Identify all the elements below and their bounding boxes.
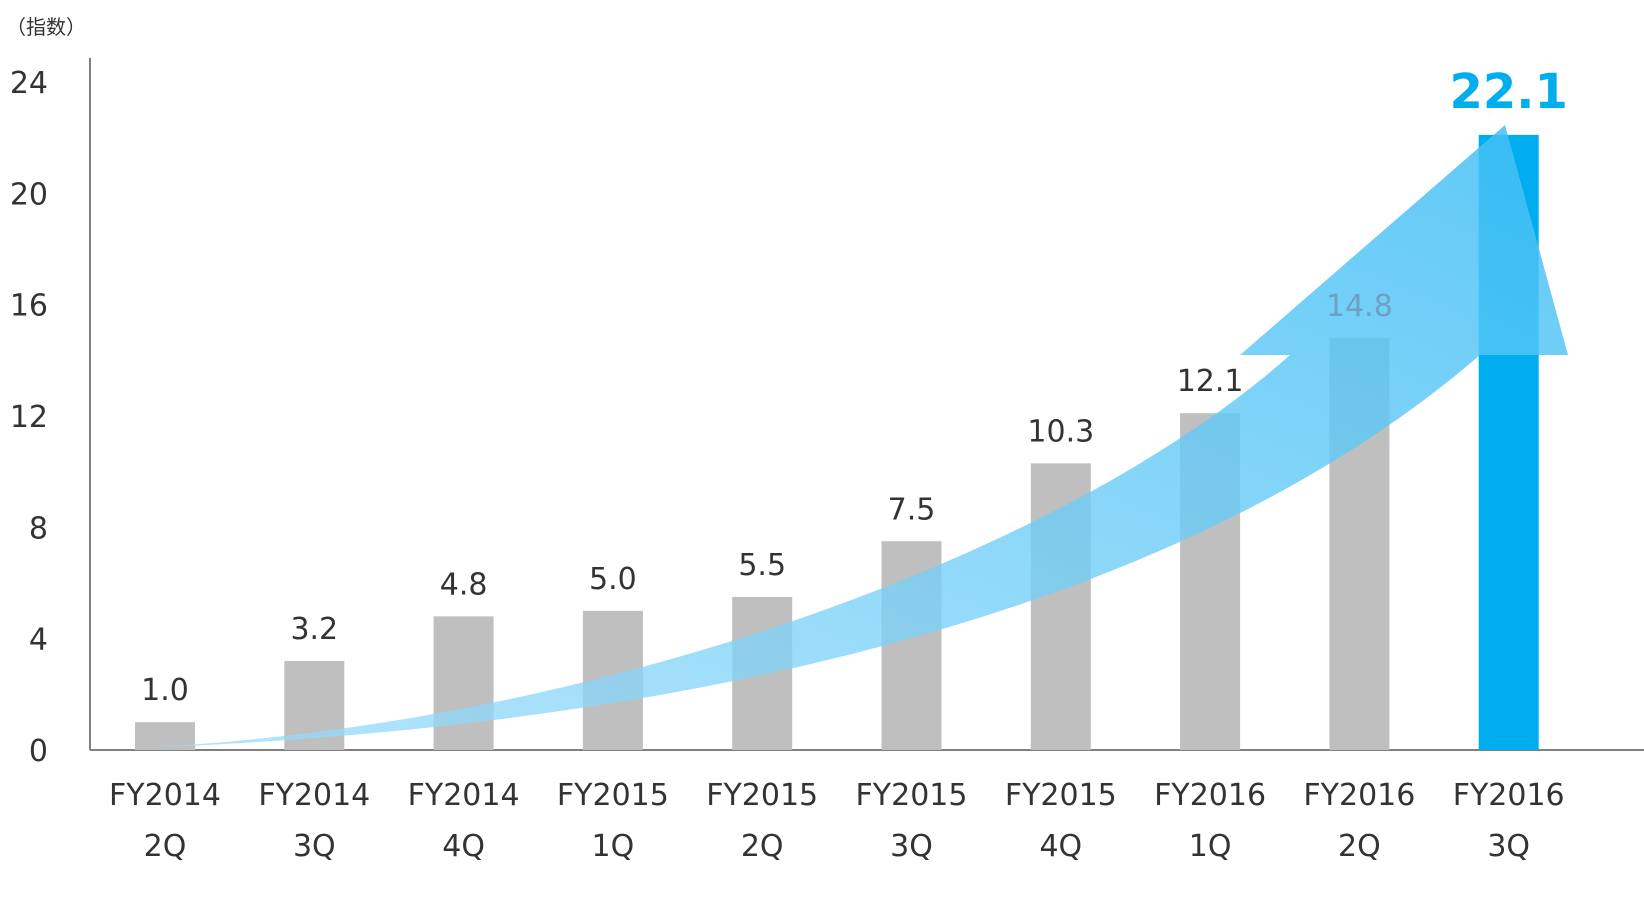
y-tick-label: 24 [10, 66, 48, 101]
category-label-year: FY2014 [408, 778, 520, 813]
growth-arrow [135, 125, 1568, 748]
category-label-quarter: 3Q [293, 829, 336, 864]
category-label-year: FY2015 [1005, 778, 1117, 813]
y-tick-label: 12 [10, 400, 48, 435]
category-label-year: FY2016 [1303, 778, 1415, 813]
category-labels-group: FY2014 2Q FY2014 3Q FY2014 4Q FY2015 1Q FY2015 2Q… [109, 778, 1565, 864]
category-label-quarter: 1Q [1189, 829, 1232, 864]
data-label: 7.5 [888, 492, 936, 527]
y-axis-ticks: 0 4 8 12 16 20 24 [10, 66, 48, 769]
data-label: 22.1 [1449, 64, 1567, 120]
category-label-quarter: 4Q [442, 829, 485, 864]
data-label: 5.0 [589, 562, 637, 597]
category-label-year: FY2015 [706, 778, 818, 813]
category-label-quarter: 2Q [741, 829, 784, 864]
category-label-quarter: 3Q [1487, 829, 1530, 864]
category-label-year: FY2015 [856, 778, 968, 813]
data-labels-group: 1.0 3.2 4.8 5.0 5.5 7.5 10.3 12.1 14.8 22.1 [141, 64, 1568, 708]
data-label: 10.3 [1027, 414, 1094, 449]
data-label: 12.1 [1177, 364, 1244, 399]
y-tick-label: 20 [10, 177, 48, 212]
y-unit-label: （指数） [6, 15, 86, 39]
y-tick-label: 0 [29, 734, 48, 769]
category-label-year: FY2015 [557, 778, 669, 813]
y-tick-label: 16 [10, 289, 48, 324]
bar [433, 616, 494, 750]
data-label: 14.8 [1326, 289, 1393, 324]
category-label-quarter: 4Q [1039, 829, 1082, 864]
category-label-year: FY2014 [258, 778, 370, 813]
category-label-quarter: 1Q [592, 829, 635, 864]
y-tick-label: 4 [29, 623, 48, 658]
category-label-year: FY2016 [1154, 778, 1266, 813]
data-label: 5.5 [738, 548, 786, 583]
data-label: 3.2 [290, 612, 338, 647]
category-label-quarter: 2Q [144, 829, 187, 864]
data-label: 1.0 [141, 673, 189, 708]
data-label: 4.8 [440, 567, 488, 602]
category-label-quarter: 3Q [890, 829, 933, 864]
y-tick-label: 8 [29, 511, 48, 546]
category-label-quarter: 2Q [1338, 829, 1381, 864]
category-label-year: FY2016 [1453, 778, 1565, 813]
category-label-year: FY2014 [109, 778, 221, 813]
